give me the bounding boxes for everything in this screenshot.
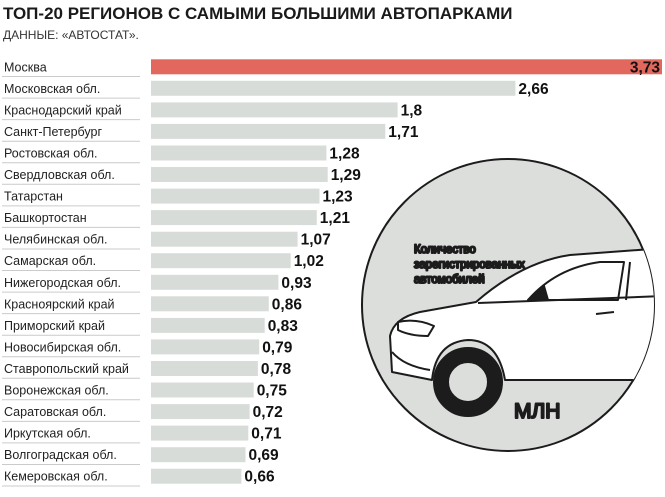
value-label: 1,28 [329,146,360,163]
bar [151,296,269,312]
value-label: 1,23 [323,189,354,206]
category-label: Татарстан [4,190,63,204]
note-line-3: автомобилей [414,274,485,286]
category-label: Воронежская обл. [4,384,109,398]
category-label: Московская обл. [4,82,100,96]
value-label: 0,79 [262,339,293,356]
value-label: 1,02 [294,253,324,270]
car-bumper [391,351,431,371]
bar [151,210,317,226]
car-icon [389,247,654,417]
value-label: 2,66 [518,81,549,98]
category-label: Санкт-Петербург [4,125,102,139]
bar [151,447,246,463]
value-label: 0,93 [281,275,312,292]
value-label: 1,8 [401,102,423,119]
value-label: 0,69 [249,447,280,464]
value-label: 3,73 [630,59,661,76]
bar [151,59,662,75]
category-label: Ростовская обл. [4,147,98,161]
bar [151,145,327,161]
category-label: Нижегородская обл. [4,276,121,290]
value-label: 1,07 [301,232,331,249]
note-line-2: зарегистрированных [414,259,525,271]
category-label: Иркутская обл. [4,427,91,441]
bar [151,123,386,139]
bar [151,339,260,355]
car-headlight [397,319,435,337]
unit-label: МЛН [514,400,560,423]
bar [151,382,254,398]
category-label: Новосибирская обл. [4,340,121,354]
chart-subtitle: ДАННЫЕ: «АВТОСТАТ». [3,28,139,42]
value-label: 0,86 [272,296,303,313]
category-label: Приморский край [4,319,105,333]
value-label: 0,83 [268,318,299,335]
value-label: 0,78 [261,361,292,378]
bar [151,231,298,247]
car-illustration: Количество зарегистрированных автомобиле… [361,158,655,452]
category-label: Свердловская обл. [4,168,115,182]
category-label: Москва [4,60,47,74]
category-label: Красноярский край [4,297,115,311]
category-label: Башкортостан [4,211,87,225]
car-body [389,247,654,381]
car-beltline [477,295,654,304]
category-label: Саратовская обл. [4,405,106,419]
value-label: 1,29 [331,167,362,184]
bar [151,361,258,376]
chart-title: ТОП-20 РЕГИОНОВ С САМЫМИ БОЛЬШИМИ АВТОПА… [3,4,513,23]
category-label: Кемеровская обл. [4,470,108,484]
value-label: 1,71 [388,124,419,141]
category-label: Волгоградская обл. [4,448,117,462]
note-line-1: Количество [414,244,476,256]
category-label: Самарская обл. [4,254,96,268]
bar [151,468,242,484]
value-label: 1,21 [320,210,351,227]
bar [151,188,320,204]
car-wheel-rim [447,361,489,403]
bar [151,80,516,96]
car-pillar [625,261,631,301]
value-label: 0,66 [244,469,275,486]
bar [151,317,265,333]
category-label: Ставропольский край [4,362,129,376]
bar-series: Москва 3,73 Московская обл. 2,66 Краснодарск… [2,59,662,487]
bar [151,404,250,420]
car-mirror [527,285,549,301]
category-label: Краснодарский край [4,103,122,117]
bar [151,274,279,290]
value-label: 0,71 [251,426,282,443]
bar [151,167,328,182]
bar [151,425,249,441]
value-label: 0,75 [257,383,288,400]
bar [151,253,291,269]
value-label: 0,72 [253,404,283,421]
category-label: Челябинская обл. [4,233,107,247]
car-door-handle [595,311,615,315]
bar [151,102,398,118]
